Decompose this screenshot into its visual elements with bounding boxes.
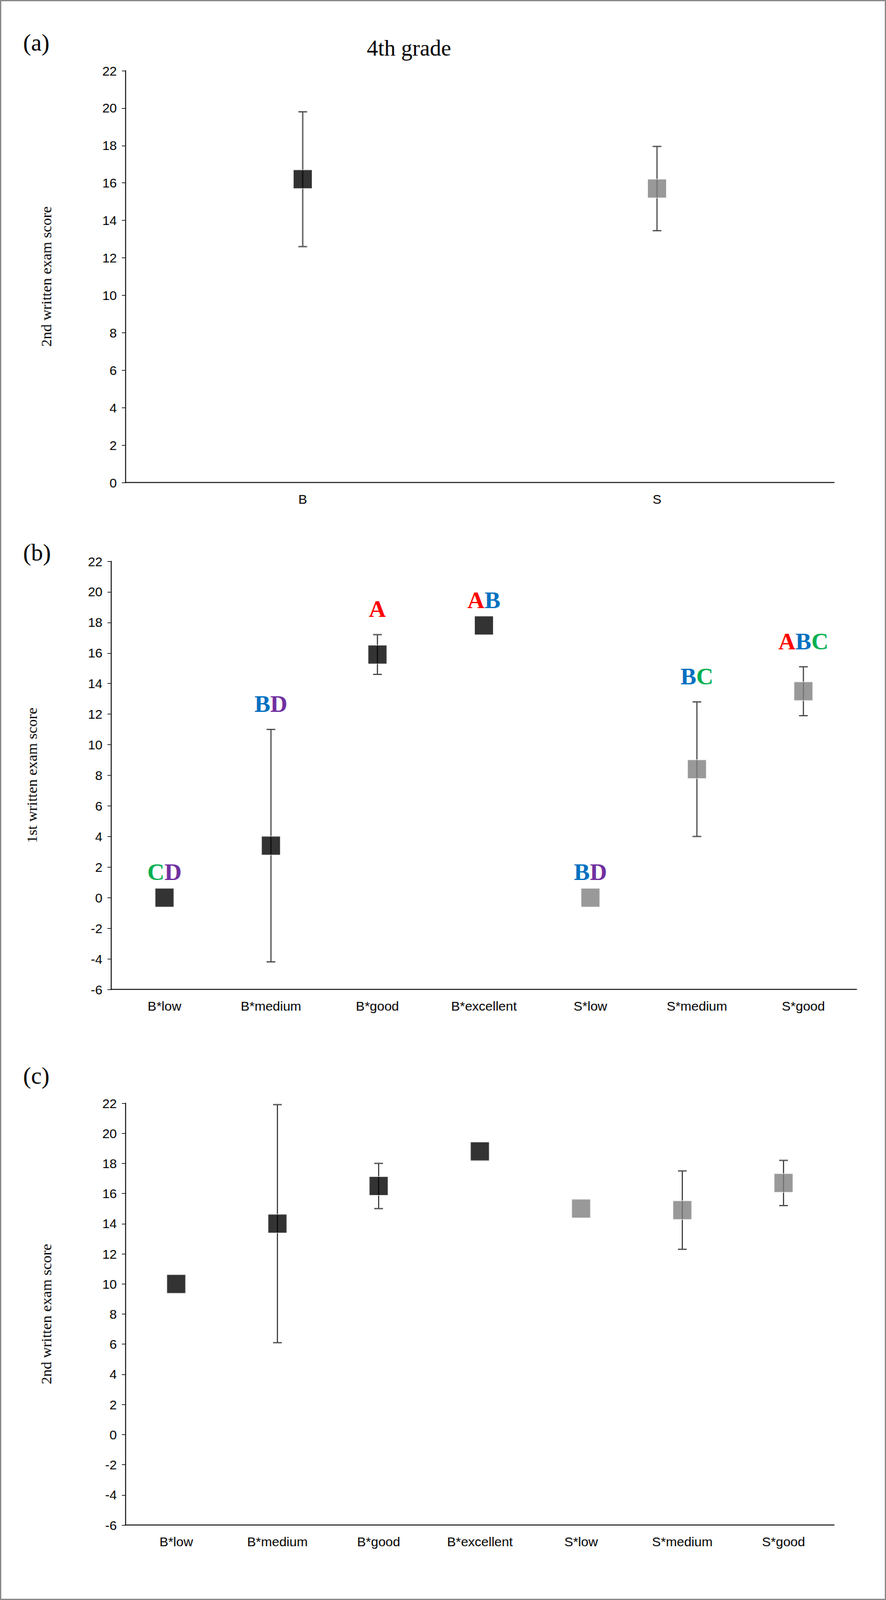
svg-text:S*good: S*good (781, 998, 825, 1013)
svg-text:A: A (368, 595, 387, 622)
svg-text:B*excellent: B*excellent (446, 1533, 513, 1549)
svg-text:6: 6 (109, 1336, 117, 1351)
svg-text:8: 8 (94, 767, 103, 783)
svg-text:10: 10 (88, 737, 103, 752)
svg-text:18: 18 (102, 1155, 117, 1171)
svg-text:1st written exam score: 1st written exam score (23, 707, 40, 843)
svg-text:S*low: S*low (564, 1533, 599, 1549)
svg-text:-2: -2 (90, 920, 103, 936)
svg-text:2: 2 (94, 859, 103, 875)
svg-text:0: 0 (94, 890, 103, 905)
svg-text:10: 10 (102, 1276, 117, 1291)
svg-text:14: 14 (102, 213, 118, 228)
svg-text:B: B (795, 627, 812, 655)
svg-text:4: 4 (109, 1366, 117, 1381)
svg-text:18: 18 (102, 138, 117, 153)
svg-text:0: 0 (109, 1427, 117, 1442)
svg-text:B: B (484, 586, 501, 613)
svg-text:S*medium: S*medium (652, 1533, 713, 1549)
svg-text:8: 8 (109, 1306, 117, 1321)
svg-text:12: 12 (102, 1246, 117, 1261)
svg-text:B*medium: B*medium (247, 1533, 309, 1549)
svg-text:B: B (680, 662, 697, 690)
svg-text:8: 8 (109, 325, 117, 340)
svg-text:-6: -6 (104, 1517, 117, 1533)
svg-text:14: 14 (88, 676, 104, 691)
svg-text:-4: -4 (104, 1487, 117, 1502)
svg-text:16: 16 (102, 1185, 117, 1201)
svg-text:B: B (574, 858, 590, 885)
svg-text:22: 22 (88, 554, 103, 569)
svg-text:6: 6 (94, 798, 103, 813)
svg-text:S*low: S*low (573, 998, 608, 1013)
svg-text:-6: -6 (90, 982, 103, 997)
svg-text:16: 16 (102, 175, 117, 190)
svg-text:A: A (467, 586, 485, 613)
svg-text:B: B (254, 690, 270, 717)
svg-text:10: 10 (102, 288, 117, 303)
svg-text:B*low: B*low (159, 1533, 194, 1549)
svg-text:20: 20 (102, 100, 117, 115)
svg-text:S: S (652, 491, 662, 507)
svg-text:C: C (811, 627, 828, 655)
svg-text:12: 12 (102, 250, 117, 265)
svg-text:B*medium: B*medium (240, 998, 302, 1013)
svg-text:4th grade: 4th grade (366, 35, 452, 61)
svg-text:16: 16 (88, 645, 103, 660)
svg-text:-4: -4 (90, 951, 103, 966)
svg-text:D: D (589, 858, 607, 885)
svg-text:22: 22 (102, 1095, 117, 1111)
svg-text:(a): (a) (23, 29, 50, 57)
svg-text:4: 4 (109, 400, 117, 415)
svg-text:-2: -2 (104, 1457, 117, 1472)
svg-text:D: D (270, 690, 288, 717)
svg-text:20: 20 (102, 1125, 117, 1141)
svg-text:22: 22 (102, 63, 117, 79)
svg-text:18: 18 (88, 614, 103, 630)
svg-text:C: C (147, 858, 165, 885)
svg-text:20: 20 (88, 584, 103, 599)
svg-text:B*good: B*good (356, 998, 400, 1013)
svg-text:0: 0 (109, 475, 117, 490)
svg-text:S*medium: S*medium (666, 998, 728, 1013)
svg-text:4: 4 (94, 829, 103, 844)
svg-text:A: A (778, 627, 797, 655)
svg-text:(c): (c) (23, 1062, 50, 1090)
svg-text:2nd written exam score: 2nd written exam score (38, 206, 55, 347)
svg-text:2: 2 (109, 438, 117, 453)
svg-text:B*excellent: B*excellent (451, 998, 517, 1013)
svg-text:D: D (164, 858, 182, 885)
svg-text:12: 12 (88, 706, 103, 722)
svg-text:B*good: B*good (357, 1533, 401, 1549)
svg-text:B*low: B*low (147, 998, 182, 1013)
svg-text:2nd written exam score: 2nd written exam score (38, 1243, 55, 1384)
svg-text:14: 14 (102, 1215, 118, 1231)
svg-text:2: 2 (109, 1397, 117, 1412)
svg-text:B: B (298, 491, 307, 507)
svg-text:C: C (696, 662, 713, 690)
svg-text:(b): (b) (23, 539, 51, 567)
svg-text:6: 6 (109, 363, 117, 378)
svg-text:S*good: S*good (762, 1533, 806, 1549)
